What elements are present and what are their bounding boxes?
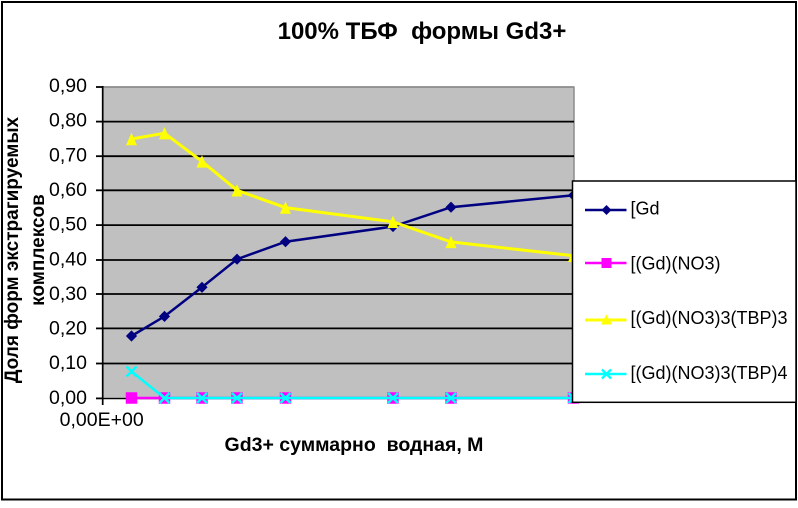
svg-text:[(Gd)(NO3)3(TBP)3: [(Gd)(NO3)3(TBP)3 (631, 308, 788, 328)
svg-text:0,60: 0,60 (49, 179, 87, 201)
svg-text:0,40: 0,40 (49, 248, 87, 270)
svg-text:0,00: 0,00 (49, 387, 87, 409)
svg-text:0,50: 0,50 (49, 214, 87, 236)
svg-text:Доля форм экстрагируемых: Доля форм экстрагируемых (2, 116, 23, 383)
svg-text:[(Gd)(NO3)3(TBP)4: [(Gd)(NO3)3(TBP)4 (631, 363, 788, 383)
svg-text:0,00E+00: 0,00E+00 (60, 409, 144, 431)
svg-text:[Gd: [Gd (631, 199, 660, 219)
svg-text:0,10: 0,10 (49, 352, 87, 374)
svg-text:0,90: 0,90 (49, 75, 87, 97)
svg-text:0,20: 0,20 (49, 318, 87, 340)
svg-text:100% ТБФ формы Gd3+: 100% ТБФ формы Gd3+ (278, 18, 567, 45)
svg-text:комплексов: комплексов (28, 194, 49, 306)
svg-text:[(Gd)(NO3): [(Gd)(NO3) (631, 254, 721, 274)
svg-text:0,70: 0,70 (49, 144, 87, 166)
svg-text:0,30: 0,30 (49, 283, 87, 305)
svg-text:Gd3+ суммарно водная, М: Gd3+ суммарно водная, М (225, 434, 484, 456)
svg-text:0,80: 0,80 (49, 110, 87, 132)
